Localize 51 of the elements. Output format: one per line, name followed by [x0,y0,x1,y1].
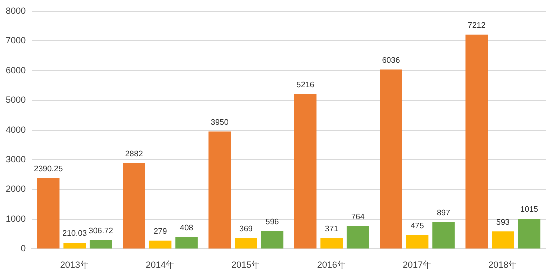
bar [261,231,284,249]
bar [406,235,429,249]
x-tick-label: 2017年 [402,260,432,270]
x-tick-label: 2013年 [60,260,90,270]
y-tick-label: 6000 [6,65,26,76]
x-tick-label: 2018年 [488,260,518,270]
y-tick-label: 5000 [6,95,26,106]
y-tick-label: 1000 [6,214,26,224]
bar [294,94,317,249]
data-label: 408 [180,223,194,232]
bar [64,242,86,249]
bar [518,219,541,249]
y-tick-label: 8000 [6,6,26,16]
data-label: 596 [266,218,280,227]
data-label: 210.03 [62,229,88,238]
bar [432,222,455,249]
y-tick-label: 3000 [6,154,26,165]
data-label: 306.72 [88,226,114,236]
data-label: 764 [351,212,366,222]
bar [346,226,370,249]
bar [492,232,514,249]
bar [90,240,112,249]
y-tick-label: 4000 [6,124,26,135]
x-tick-label: 2014年 [146,260,176,270]
data-label: 5216 [296,80,316,90]
bar [176,237,198,249]
data-label: 2390.25 [34,164,64,174]
bar [37,178,60,249]
bar [320,238,344,249]
data-label: 6036 [382,56,401,65]
data-label: 371 [325,224,340,234]
y-tick-label: 2000 [6,184,26,194]
x-tick-label: 2016年 [317,260,346,270]
bar [123,164,146,249]
bar [208,132,232,249]
y-tick-label: 0 [21,244,26,254]
data-label: 2882 [125,150,144,159]
data-label: 369 [240,224,254,234]
x-tick-label: 2015年 [232,260,261,270]
data-label: 475 [410,221,425,230]
data-label: 7212 [468,21,486,30]
bar [380,70,402,249]
data-label: 897 [437,208,451,218]
y-tick-label: 7000 [6,36,26,46]
bar [149,240,172,249]
data-label: 3950 [211,118,230,127]
data-label: 279 [154,227,168,236]
bar [466,34,488,249]
data-label: 1015 [520,205,539,214]
data-label: 593 [496,218,510,227]
bar [235,238,258,249]
